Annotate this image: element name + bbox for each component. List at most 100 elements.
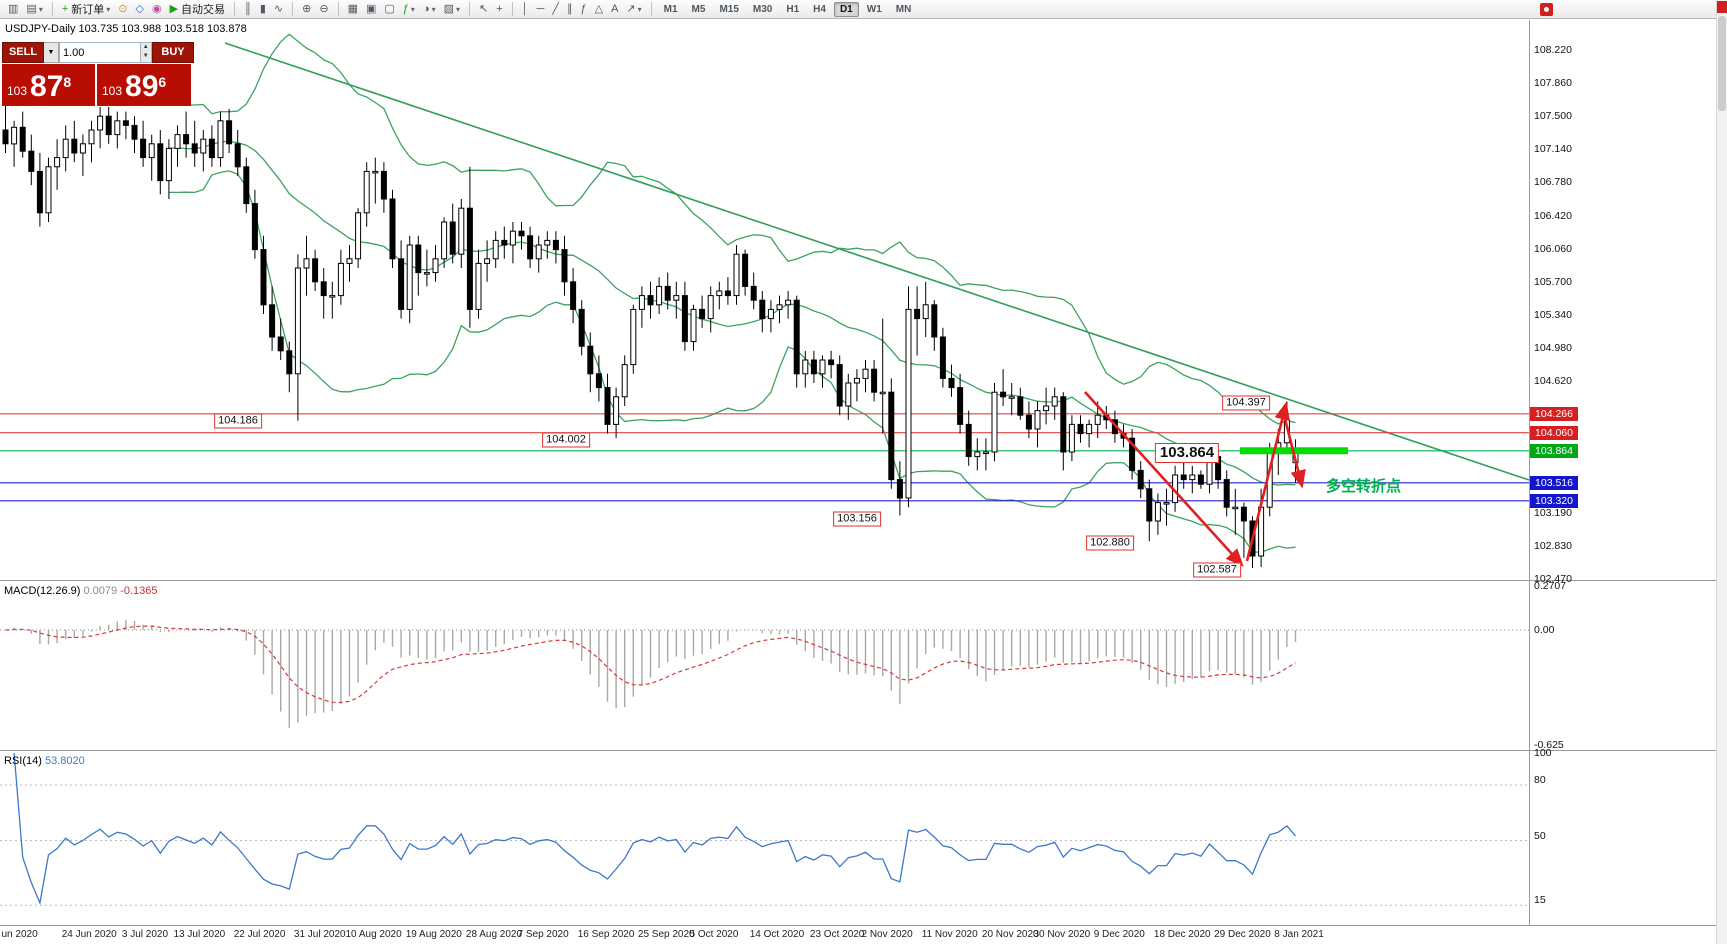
time-axis-label: 20 Nov 2020 xyxy=(981,929,1039,940)
chart-title: USDJPY-Daily 103.735 103.988 103.518 103… xyxy=(5,23,247,35)
price-callout: 103.156 xyxy=(833,511,881,527)
chart-profiles-icon[interactable]: ▤ ▾ xyxy=(23,1,45,17)
timeframe-button-m30[interactable]: M30 xyxy=(752,3,773,15)
price-axis-label: 106.780 xyxy=(1534,176,1572,189)
arrow-tools-icon[interactable]: ↗ ▾ xyxy=(623,1,644,17)
bar-chart-icon: ║ xyxy=(244,3,252,15)
notification-dot-icon xyxy=(1544,7,1549,12)
candlestick-chart-icon[interactable]: ▮ xyxy=(257,1,269,17)
volume-input[interactable] xyxy=(60,43,140,62)
time-axis-label: 14 Oct 2020 xyxy=(749,929,805,940)
candlestick-chart-icon: ▮ xyxy=(259,3,266,15)
rsi-axis-label: 15 xyxy=(1534,894,1546,906)
time-axis-label: 5 Oct 2020 xyxy=(689,929,739,940)
fibonacci-icon[interactable]: ƒ xyxy=(577,1,589,17)
tile-windows-icon[interactable]: ▦ xyxy=(345,1,361,17)
buy-button[interactable]: BUY xyxy=(152,42,194,63)
news-icon[interactable]: ◇ xyxy=(133,1,147,17)
timeframe-button-h1[interactable]: H1 xyxy=(786,3,800,15)
chevron-down-icon[interactable]: ▾ xyxy=(410,4,415,14)
fibonacci-icon: ƒ xyxy=(580,3,587,15)
macd-panel-separator[interactable] xyxy=(0,580,1727,581)
time-axis-label: 11 Nov 2020 xyxy=(921,929,978,940)
trendline-icon: ╱ xyxy=(552,3,559,15)
volume-increase-button[interactable]: ▲ xyxy=(142,44,149,50)
trendline-icon[interactable]: ╱ xyxy=(549,1,562,17)
zoom-in-icon: ⊕ xyxy=(302,3,312,15)
cursor-icon[interactable]: ↖ xyxy=(476,1,491,17)
time-axis-label: 31 Jul 2020 xyxy=(293,929,346,940)
new-chart-icon[interactable]: ▥ xyxy=(5,1,21,17)
autotrading-button: ▶ xyxy=(169,3,179,15)
sell-button[interactable]: SELL xyxy=(2,42,44,63)
ask-price-big: 89 xyxy=(125,70,159,103)
channel-icon: ∥ xyxy=(566,3,573,15)
scrollbar-thumb[interactable] xyxy=(1718,16,1726,111)
news-icon: ◇ xyxy=(135,3,144,15)
macd-label: MACD(12.26.9) 0.0079 -0.1365 xyxy=(4,585,158,597)
rsi-panel-canvas[interactable] xyxy=(0,751,1529,924)
zoom-out-icon[interactable]: ⊖ xyxy=(316,1,331,17)
zoom-in-icon[interactable]: ⊕ xyxy=(299,1,314,17)
text-icon[interactable]: A xyxy=(608,1,621,17)
timeframe-button-m5[interactable]: M5 xyxy=(691,3,706,15)
timeframe-button-m1[interactable]: M1 xyxy=(663,3,678,15)
autotrading-button[interactable]: ▶ 自动交易 xyxy=(167,1,228,17)
time-axis-label: 28 Aug 2020 xyxy=(465,929,523,940)
macd-main-value: 0.0079 xyxy=(83,585,118,597)
horizontal-line-icon[interactable]: ─ xyxy=(534,1,548,17)
main-price-chart-canvas[interactable] xyxy=(0,20,1529,580)
periods-icon[interactable]: ◑ ▾ xyxy=(420,1,439,17)
toolbar-separator xyxy=(650,2,652,16)
ask-price-button[interactable]: 103 89 6 xyxy=(97,64,191,106)
time-axis-label: 8 Jan 2021 xyxy=(1274,929,1324,940)
vertical-line-icon[interactable]: │ xyxy=(519,1,532,17)
trade-panel-quotes: 103 87 8 103 89 6 xyxy=(2,64,194,106)
bid-price-big: 87 xyxy=(30,70,64,103)
templates-icon[interactable]: ▧ ▾ xyxy=(441,1,463,17)
price-axis-label: 106.060 xyxy=(1534,242,1572,255)
macd-panel-canvas[interactable] xyxy=(0,581,1529,749)
vertical-scrollbar[interactable] xyxy=(1716,0,1727,944)
zoom-out-icon: ⊖ xyxy=(319,3,329,15)
ask-price-pip: 6 xyxy=(158,74,167,90)
shapes-icon[interactable]: △ xyxy=(592,1,606,17)
price-axis-tag-blue: 103.320 xyxy=(1530,493,1578,508)
rsi-value: 53.8020 xyxy=(44,755,85,767)
timeframe-button-w1[interactable]: W1 xyxy=(866,3,882,15)
timeframe-button-h4[interactable]: H4 xyxy=(813,3,826,15)
channel-icon[interactable]: ∥ xyxy=(564,1,576,17)
cascade-windows-icon[interactable]: ▣ xyxy=(363,1,379,17)
volume-dropdown-button[interactable]: ▼ xyxy=(44,42,59,63)
new-order-button: + xyxy=(61,3,69,15)
macd-signal-value: -0.1365 xyxy=(120,585,158,597)
arrange-windows-icon[interactable]: ▢ xyxy=(381,1,397,17)
volume-decrease-button[interactable]: ▼ xyxy=(142,53,149,59)
chevron-down-icon[interactable]: ▾ xyxy=(637,4,642,14)
chevron-down-icon[interactable]: ▾ xyxy=(38,4,43,14)
crosshair-icon[interactable]: + xyxy=(493,1,505,17)
bid-price-button[interactable]: 103 87 8 xyxy=(2,64,95,106)
notification-icon[interactable] xyxy=(1540,3,1553,16)
timeframe-button-d1[interactable]: D1 xyxy=(833,1,859,17)
chevron-down-icon[interactable]: ▾ xyxy=(431,4,436,14)
time-axis-separator xyxy=(0,925,1727,926)
community-icon[interactable]: ◉ xyxy=(149,1,165,17)
timeframe-button-m15[interactable]: M15 xyxy=(719,3,739,15)
chevron-down-icon[interactable]: ▾ xyxy=(456,4,461,14)
crosshair-icon: + xyxy=(496,3,503,15)
bid-price-handle: 103 xyxy=(7,84,28,98)
chart-profiles-icon: ▤ xyxy=(26,3,37,15)
economic-calendar-icon[interactable]: ⊙ xyxy=(115,1,130,17)
bar-chart-icon[interactable]: ║ xyxy=(241,1,255,17)
timeframe-button-mn[interactable]: MN xyxy=(895,3,912,15)
time-axis-label: 23 Oct 2020 xyxy=(809,929,865,940)
new-order-button[interactable]: + 新订单 ▾ xyxy=(59,1,113,17)
chevron-down-icon[interactable]: ▾ xyxy=(106,4,111,14)
indicators-icon[interactable]: ƒ ▾ xyxy=(400,1,418,17)
rsi-label: RSI(14) 53.8020 xyxy=(4,755,85,767)
rsi-panel-separator[interactable] xyxy=(0,750,1727,751)
price-axis-label: 107.140 xyxy=(1534,143,1572,156)
line-chart-icon[interactable]: ∿ xyxy=(271,1,286,17)
